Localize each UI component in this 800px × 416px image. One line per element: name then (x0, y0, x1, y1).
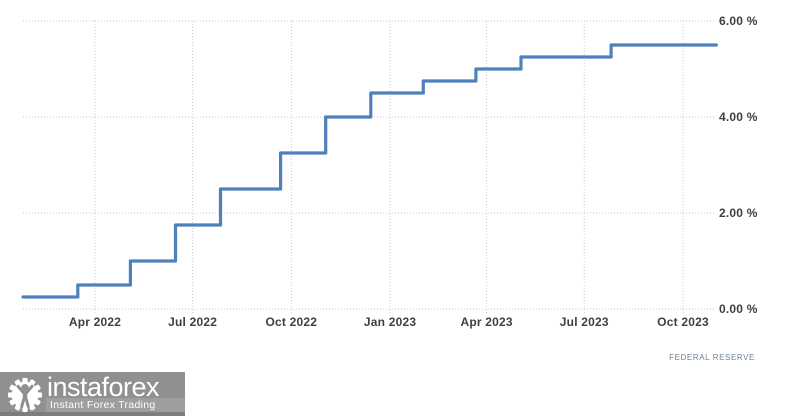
rate-step-line (21, 43, 718, 299)
source-label: FEDERAL RESERVE (669, 353, 755, 362)
logo-wordmark: instaforex (47, 372, 160, 402)
logo-bottom-strip (0, 412, 185, 416)
y-tick-label: 2.00 % (719, 206, 758, 220)
instaforex-logo: instaforex Instant Forex Trading (0, 372, 185, 416)
x-tick-label: Jul 2022 (168, 315, 218, 329)
logo-tagline-band (46, 398, 185, 412)
y-tick-label: 4.00 % (719, 110, 758, 124)
x-tick-label: Apr 2023 (460, 315, 513, 329)
y-tick-label: 6.00 % (719, 14, 758, 28)
x-tick-label: Oct 2023 (657, 315, 709, 329)
logo-tagline: Instant Forex Trading (50, 399, 156, 411)
x-tick-label: Jul 2023 (559, 315, 609, 329)
x-tick-label: Jan 2023 (363, 315, 417, 329)
x-tick-label: Apr 2022 (68, 315, 122, 329)
y-tick-label: 0.00 % (719, 302, 758, 316)
x-tick-label: Oct 2022 (265, 315, 318, 329)
gear-person-icon (7, 377, 43, 413)
